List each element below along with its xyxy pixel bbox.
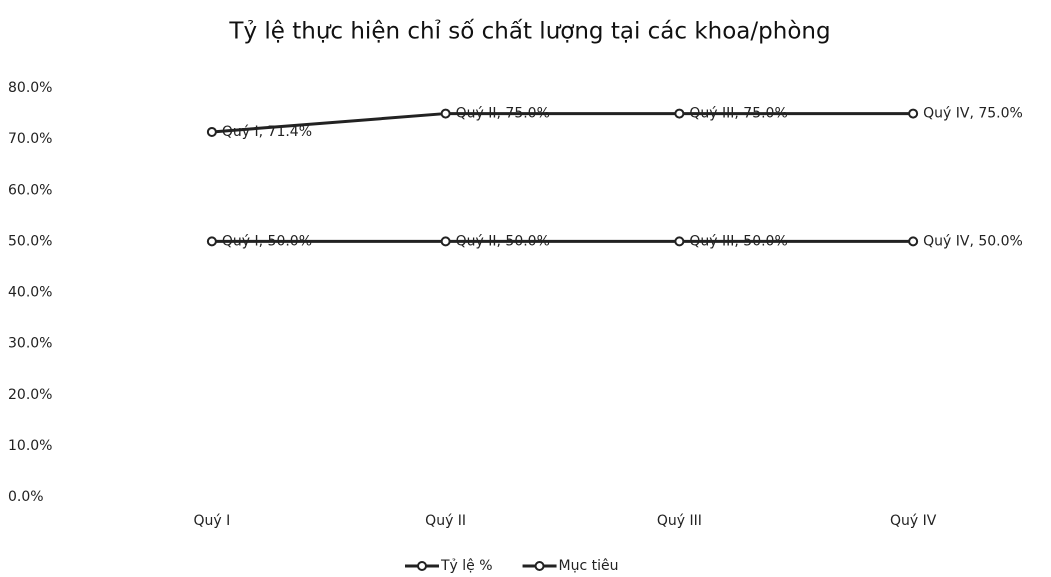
- series-marker: [674, 108, 685, 119]
- series-line: [211, 112, 914, 134]
- y-tick-label: 30.0%: [8, 336, 52, 352]
- y-tick-label: 10.0%: [8, 438, 52, 454]
- data-label: Quý I, 50.0%: [222, 233, 312, 249]
- data-label: Quý II, 50.0%: [456, 233, 550, 249]
- x-tick-label: Quý III: [657, 513, 702, 529]
- series-marker: [440, 236, 451, 247]
- y-tick-label: 0.0%: [8, 489, 44, 505]
- series-marker: [908, 108, 919, 119]
- series-marker: [206, 126, 217, 137]
- legend-marker: [417, 561, 427, 571]
- chart-title: Tỷ lệ thực hiện chỉ số chất lượng tại cá…: [228, 19, 830, 45]
- data-label: Quý IV, 50.0%: [923, 233, 1023, 249]
- data-label: Quý III, 50.0%: [689, 233, 787, 249]
- y-tick-label: 70.0%: [8, 131, 52, 147]
- legend-marker: [534, 561, 545, 571]
- x-tick-label: Quý II: [425, 513, 466, 529]
- legend-label: Mục tiêu: [559, 558, 619, 574]
- series-marker: [908, 236, 919, 247]
- y-tick-label: 50.0%: [8, 233, 52, 249]
- data-label: Quý I, 71.4%: [222, 124, 312, 140]
- data-label: Quý II, 75.0%: [456, 106, 550, 122]
- series-marker: [674, 236, 685, 247]
- x-tick-label: Quý I: [193, 513, 230, 529]
- data-label: Quý III, 75.0%: [689, 106, 787, 122]
- data-label: Quý IV, 75.0%: [923, 106, 1023, 122]
- legend-label: Tỷ lệ %: [440, 558, 493, 574]
- x-tick-label: Quý IV: [890, 513, 937, 529]
- y-tick-label: 80.0%: [8, 80, 52, 96]
- y-tick-label: 40.0%: [8, 285, 52, 301]
- series-marker: [440, 108, 451, 119]
- y-tick-label: 20.0%: [8, 387, 52, 403]
- series-marker: [206, 236, 217, 247]
- y-tick-label: 60.0%: [8, 182, 52, 198]
